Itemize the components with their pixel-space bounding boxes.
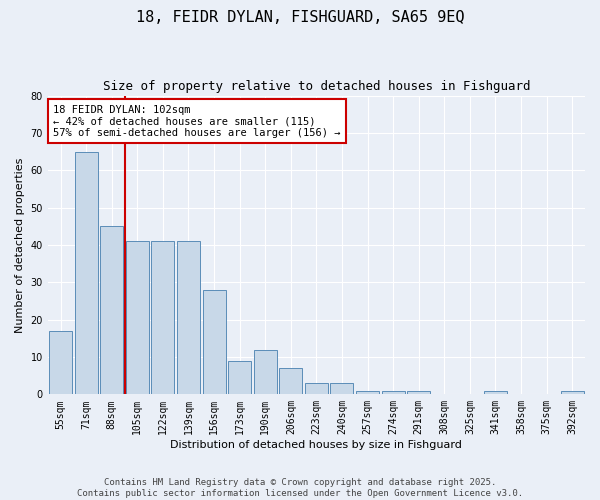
- Title: Size of property relative to detached houses in Fishguard: Size of property relative to detached ho…: [103, 80, 530, 93]
- Bar: [177, 241, 200, 394]
- Bar: [254, 350, 277, 395]
- Bar: [280, 368, 302, 394]
- Bar: [100, 226, 123, 394]
- Text: 18 FEIDR DYLAN: 102sqm
← 42% of detached houses are smaller (115)
57% of semi-de: 18 FEIDR DYLAN: 102sqm ← 42% of detached…: [53, 104, 341, 138]
- Bar: [203, 290, 226, 395]
- Bar: [560, 390, 584, 394]
- Bar: [228, 360, 251, 394]
- Bar: [305, 383, 328, 394]
- Bar: [356, 390, 379, 394]
- Bar: [407, 390, 430, 394]
- Bar: [331, 383, 353, 394]
- Bar: [49, 331, 72, 394]
- Bar: [382, 390, 404, 394]
- Y-axis label: Number of detached properties: Number of detached properties: [15, 158, 25, 332]
- Bar: [126, 241, 149, 394]
- Bar: [484, 390, 507, 394]
- X-axis label: Distribution of detached houses by size in Fishguard: Distribution of detached houses by size …: [170, 440, 463, 450]
- Text: Contains HM Land Registry data © Crown copyright and database right 2025.
Contai: Contains HM Land Registry data © Crown c…: [77, 478, 523, 498]
- Bar: [151, 241, 175, 394]
- Text: 18, FEIDR DYLAN, FISHGUARD, SA65 9EQ: 18, FEIDR DYLAN, FISHGUARD, SA65 9EQ: [136, 10, 464, 25]
- Bar: [74, 152, 98, 394]
